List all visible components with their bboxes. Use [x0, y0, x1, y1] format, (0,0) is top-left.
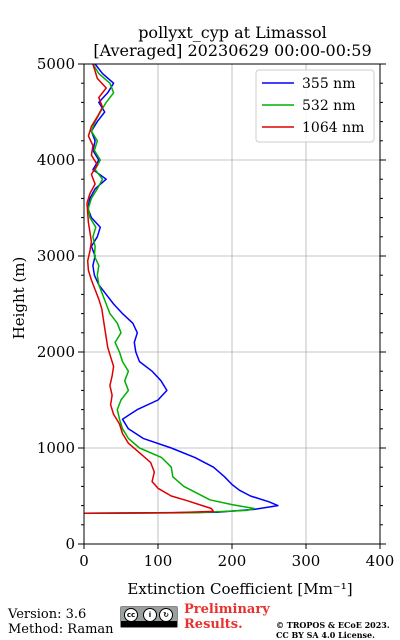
y-tick-label: 0: [65, 535, 75, 553]
by-icon: i: [143, 608, 157, 622]
y-tick-label: 4000: [37, 151, 75, 169]
method-label: Method: Raman: [8, 622, 114, 637]
preliminary-notice: Preliminary Results.: [184, 602, 270, 632]
version-label: Version: 3.6: [8, 607, 87, 622]
x-axis-label: Extinction Coefficient [Mm⁻¹]: [127, 580, 352, 598]
chart-title: pollyxt_cyp at Limassol: [138, 23, 327, 42]
copyright-notice: © TROPOS & ECoE 2023. CC BY SA 4.0 Licen…: [276, 620, 390, 640]
preliminary-line1: Preliminary: [184, 602, 270, 617]
y-tick-label: 2000: [37, 343, 75, 361]
x-tick-label: 300: [292, 552, 321, 570]
series-line-1064-nm: [83, 63, 215, 515]
x-tick-label: 400: [366, 552, 395, 570]
x-tick-label: 200: [218, 552, 247, 570]
y-tick-label: 5000: [37, 55, 75, 73]
x-tick-label: 0: [79, 552, 89, 570]
chart-subtitle: [Averaged] 20230629 00:00-00:59: [93, 41, 372, 60]
legend-label: 1064 nm: [302, 120, 364, 136]
legend: 355 nm 532 nm 1064 nm: [255, 69, 375, 143]
sa-icon: ↻: [159, 608, 173, 622]
legend-label: 355 nm: [302, 76, 355, 92]
y-axis-label: Height (m): [10, 257, 28, 340]
copyright-line1: © TROPOS & ECoE 2023.: [276, 620, 390, 630]
copyright-line2: CC BY SA 4.0 License.: [276, 630, 375, 640]
cc-license-badge: cc i ↻: [120, 606, 178, 628]
y-tick-label: 1000: [37, 439, 75, 457]
series-layer: [83, 63, 279, 515]
legend-label: 532 nm: [302, 98, 355, 114]
legend-box: [255, 69, 375, 143]
preliminary-line2: Results.: [184, 617, 243, 632]
y-tick-label: 3000: [37, 247, 75, 265]
series-line-355-nm: [83, 63, 279, 515]
cc-icon: cc: [124, 608, 138, 622]
x-tick-label: 100: [144, 552, 173, 570]
series-line-532-nm: [83, 63, 255, 515]
